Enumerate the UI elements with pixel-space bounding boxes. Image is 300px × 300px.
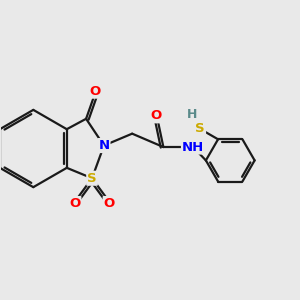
Text: S: S (195, 122, 205, 135)
Text: O: O (104, 197, 115, 210)
Text: O: O (89, 85, 100, 98)
Text: O: O (69, 197, 80, 210)
Text: NH: NH (182, 140, 204, 154)
Text: H: H (187, 108, 197, 121)
Text: N: N (98, 139, 110, 152)
Text: S: S (87, 172, 97, 185)
Text: O: O (150, 109, 162, 122)
